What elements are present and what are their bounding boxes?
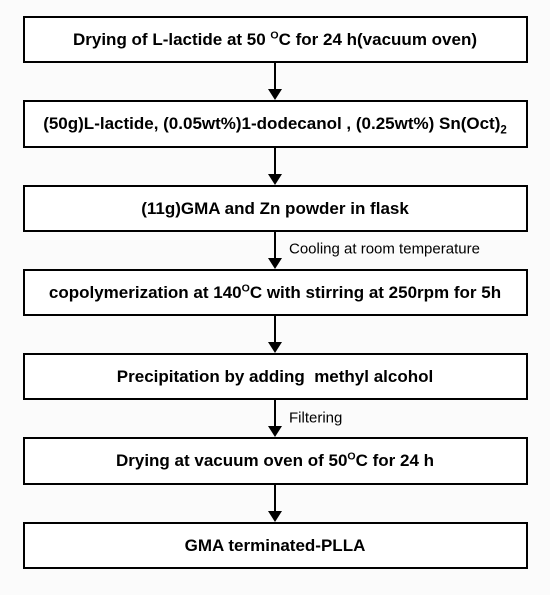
flow-node: Drying at vacuum oven of 50OC for 24 h bbox=[23, 437, 528, 484]
arrow-shaft bbox=[274, 400, 276, 428]
arrow-head-icon bbox=[268, 511, 282, 522]
arrow-label: Cooling at room temperature bbox=[289, 241, 480, 258]
arrow-shaft bbox=[274, 232, 276, 260]
flow-node: GMA terminated-PLLA bbox=[23, 522, 528, 569]
arrow-head-icon bbox=[268, 342, 282, 353]
flow-node: Precipitation by adding methyl alcohol bbox=[23, 353, 528, 400]
flow-arrow bbox=[23, 148, 528, 185]
flow-arrow bbox=[23, 316, 528, 353]
arrow-head-icon bbox=[268, 174, 282, 185]
arrow-head-icon bbox=[268, 89, 282, 100]
flow-arrow: Cooling at room temperature bbox=[23, 232, 528, 269]
flow-arrow bbox=[23, 63, 528, 100]
flow-node: copolymerization at 140OC with stirring … bbox=[23, 269, 528, 316]
arrow-head-icon bbox=[268, 426, 282, 437]
arrow-shaft bbox=[274, 316, 276, 344]
flow-node: Drying of L-lactide at 50 OC for 24 h(va… bbox=[23, 16, 528, 63]
arrow-shaft bbox=[274, 485, 276, 513]
arrow-label: Filtering bbox=[289, 409, 342, 426]
flowchart: Drying of L-lactide at 50 OC for 24 h(va… bbox=[20, 16, 530, 569]
flow-node: (11g)GMA and Zn powder in flask bbox=[23, 185, 528, 232]
flow-arrow bbox=[23, 485, 528, 522]
arrow-shaft bbox=[274, 148, 276, 176]
arrow-head-icon bbox=[268, 258, 282, 269]
flow-arrow: Filtering bbox=[23, 400, 528, 437]
flow-node: (50g)L-lactide, (0.05wt%)1-dodecanol , (… bbox=[23, 100, 528, 147]
arrow-shaft bbox=[274, 63, 276, 91]
